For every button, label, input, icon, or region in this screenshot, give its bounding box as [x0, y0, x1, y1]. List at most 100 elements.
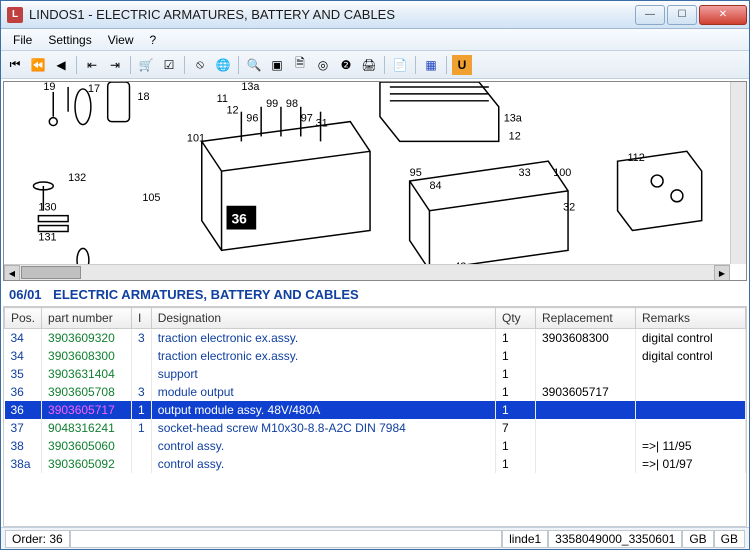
menu-view[interactable]: View [100, 31, 142, 49]
maximize-button[interactable]: ☐ [667, 5, 697, 25]
cell-replacement [536, 437, 636, 455]
cell-partnumber[interactable]: 3903605708 [42, 383, 132, 401]
cell-remarks [636, 401, 746, 419]
svg-text:96: 96 [246, 113, 258, 125]
minimize-button[interactable]: — [635, 5, 665, 25]
diagram-viewport[interactable]: 191718 13a1112 9699989731 101 1321301311… [3, 81, 747, 281]
svg-text:31: 31 [316, 118, 328, 130]
app-icon: L [7, 7, 23, 23]
svg-text:132: 132 [68, 172, 86, 184]
cell-pos: 38 [5, 437, 42, 455]
cell-replacement: 3903605717 [536, 383, 636, 401]
target-icon[interactable]: ◎ [313, 55, 333, 75]
cell-designation: control assy. [151, 437, 495, 455]
svg-text:98: 98 [286, 98, 298, 110]
svg-text:84: 84 [429, 180, 441, 192]
nav2-icon[interactable]: ⇥ [105, 55, 125, 75]
noview-icon[interactable]: ⦸ [190, 55, 210, 75]
window-title: LINDOS1 - ELECTRIC ARMATURES, BATTERY AN… [29, 7, 635, 22]
prev-icon[interactable]: ◀ [51, 55, 71, 75]
table-row[interactable]: 3639036057083module output13903605717 [5, 383, 746, 401]
svg-text:131: 131 [38, 231, 56, 243]
cell-pos: 38a [5, 455, 42, 473]
cell-remarks [636, 419, 746, 437]
cell-remarks: =>| 11/95 [636, 437, 746, 455]
cell-pos: 36 [5, 383, 42, 401]
cell-partnumber[interactable]: 3903605060 [42, 437, 132, 455]
cell-partnumber[interactable]: 9048316241 [42, 419, 132, 437]
col-qty[interactable]: Qty [496, 308, 536, 329]
svg-text:112: 112 [627, 152, 644, 164]
cell-partnumber[interactable]: 3903605717 [42, 401, 132, 419]
zoom-in-icon[interactable]: 🔍 [244, 55, 264, 75]
cell-replacement [536, 365, 636, 383]
cell-qty: 1 [496, 455, 536, 473]
check-icon[interactable]: ☑ [159, 55, 179, 75]
menu-file[interactable]: File [5, 31, 40, 49]
table-row[interactable]: 353903631404support1 [5, 365, 746, 383]
cell-i: 3 [132, 383, 152, 401]
menubar: File Settings View ? [1, 29, 749, 51]
svg-text:12: 12 [509, 130, 521, 142]
svg-text:101: 101 [187, 132, 205, 144]
svg-text:17: 17 [88, 83, 100, 95]
col-rem[interactable]: Remarks [636, 308, 746, 329]
menu-settings[interactable]: Settings [40, 31, 99, 49]
parts-table-wrap[interactable]: Pos. part number I Designation Qty Repla… [3, 306, 747, 527]
scroll-thumb[interactable] [21, 266, 81, 279]
col-pos[interactable]: Pos. [5, 308, 42, 329]
cell-replacement [536, 401, 636, 419]
doc-icon[interactable]: 🗎 [290, 55, 310, 75]
new-icon[interactable]: 📄 [390, 55, 410, 75]
section-code: 06/01 [9, 287, 42, 302]
cell-pos: 36 [5, 401, 42, 419]
cell-i [132, 455, 152, 473]
scroll-left-icon[interactable]: ◀ [4, 265, 20, 281]
cell-partnumber[interactable]: 3903631404 [42, 365, 132, 383]
cell-replacement [536, 455, 636, 473]
cell-replacement [536, 347, 636, 365]
cell-qty: 7 [496, 419, 536, 437]
col-i[interactable]: I [132, 308, 152, 329]
cell-remarks: digital control [636, 347, 746, 365]
table-row[interactable]: 383903605060control assy.1=>| 11/95 [5, 437, 746, 455]
cell-i: 3 [132, 329, 152, 348]
cell-remarks [636, 365, 746, 383]
globe-icon[interactable]: 🌐 [213, 55, 233, 75]
cell-partnumber[interactable]: 3903605092 [42, 455, 132, 473]
close-button[interactable]: ✕ [699, 5, 747, 25]
menu-help[interactable]: ? [142, 31, 165, 49]
table-row[interactable]: 3439036093203traction electronic ex.assy… [5, 329, 746, 348]
table-row[interactable]: 343903608300traction electronic ex.assy.… [5, 347, 746, 365]
rewind-icon[interactable]: ⏪ [28, 55, 48, 75]
cell-remarks: digital control [636, 329, 746, 348]
scroll-right-icon[interactable]: ▶ [714, 265, 730, 281]
svg-text:32: 32 [563, 202, 575, 214]
diagram-scrollbar-h[interactable]: ◀ ▶ [4, 264, 730, 280]
table-row[interactable]: 3639036057171output module assy. 48V/480… [5, 401, 746, 419]
svg-text:19: 19 [43, 82, 55, 93]
first-icon[interactable]: ⏮ [5, 55, 25, 75]
svg-text:130: 130 [38, 202, 56, 214]
grid-icon[interactable]: ▦ [421, 55, 441, 75]
svg-text:95: 95 [410, 167, 422, 179]
cart-icon[interactable]: 🛒 [136, 55, 156, 75]
diagram-scrollbar-v[interactable] [730, 82, 746, 264]
col-des[interactable]: Designation [151, 308, 495, 329]
help-icon[interactable]: ❷ [336, 55, 356, 75]
cell-replacement: 3903608300 [536, 329, 636, 348]
svg-text:18: 18 [137, 91, 149, 103]
table-row[interactable]: 38a3903605092control assy.1=>| 01/97 [5, 455, 746, 473]
u-icon[interactable]: U [452, 55, 472, 75]
col-pn[interactable]: part number [42, 308, 132, 329]
cell-partnumber[interactable]: 3903608300 [42, 347, 132, 365]
col-rep[interactable]: Replacement [536, 308, 636, 329]
cell-i [132, 347, 152, 365]
cell-i: 1 [132, 419, 152, 437]
page-icon[interactable]: ▣ [267, 55, 287, 75]
titlebar[interactable]: L LINDOS1 - ELECTRIC ARMATURES, BATTERY … [1, 1, 749, 29]
table-row[interactable]: 3790483162411socket-head screw M10x30-8.… [5, 419, 746, 437]
print-icon[interactable]: 🖨 [359, 55, 379, 75]
nav1-icon[interactable]: ⇤ [82, 55, 102, 75]
cell-partnumber[interactable]: 3903609320 [42, 329, 132, 348]
